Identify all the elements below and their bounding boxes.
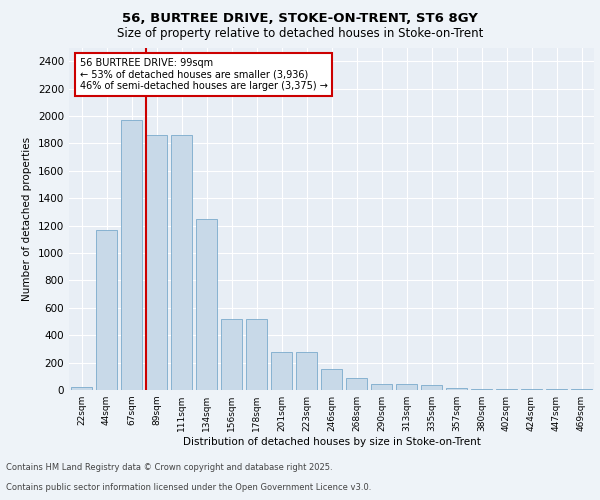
Bar xyxy=(196,219,217,390)
Bar xyxy=(246,320,267,390)
Bar xyxy=(421,385,442,390)
Bar xyxy=(71,386,92,390)
Text: 56, BURTREE DRIVE, STOKE-ON-TRENT, ST6 8GY: 56, BURTREE DRIVE, STOKE-ON-TRENT, ST6 8… xyxy=(122,12,478,26)
Bar xyxy=(146,135,167,390)
Bar xyxy=(271,352,292,390)
Text: 56 BURTREE DRIVE: 99sqm
← 53% of detached houses are smaller (3,936)
46% of semi: 56 BURTREE DRIVE: 99sqm ← 53% of detache… xyxy=(79,58,328,91)
Bar xyxy=(96,230,117,390)
Y-axis label: Number of detached properties: Number of detached properties xyxy=(22,136,32,301)
Bar xyxy=(446,388,467,390)
Bar xyxy=(221,320,242,390)
Bar xyxy=(371,384,392,390)
Text: Contains HM Land Registry data © Crown copyright and database right 2025.: Contains HM Land Registry data © Crown c… xyxy=(6,464,332,472)
Bar xyxy=(171,135,192,390)
Bar xyxy=(296,352,317,390)
Bar xyxy=(346,378,367,390)
Bar xyxy=(121,120,142,390)
Bar xyxy=(396,384,417,390)
Text: Contains public sector information licensed under the Open Government Licence v3: Contains public sector information licen… xyxy=(6,484,371,492)
Text: Size of property relative to detached houses in Stoke-on-Trent: Size of property relative to detached ho… xyxy=(117,28,483,40)
Bar xyxy=(321,369,342,390)
X-axis label: Distribution of detached houses by size in Stoke-on-Trent: Distribution of detached houses by size … xyxy=(182,437,481,447)
